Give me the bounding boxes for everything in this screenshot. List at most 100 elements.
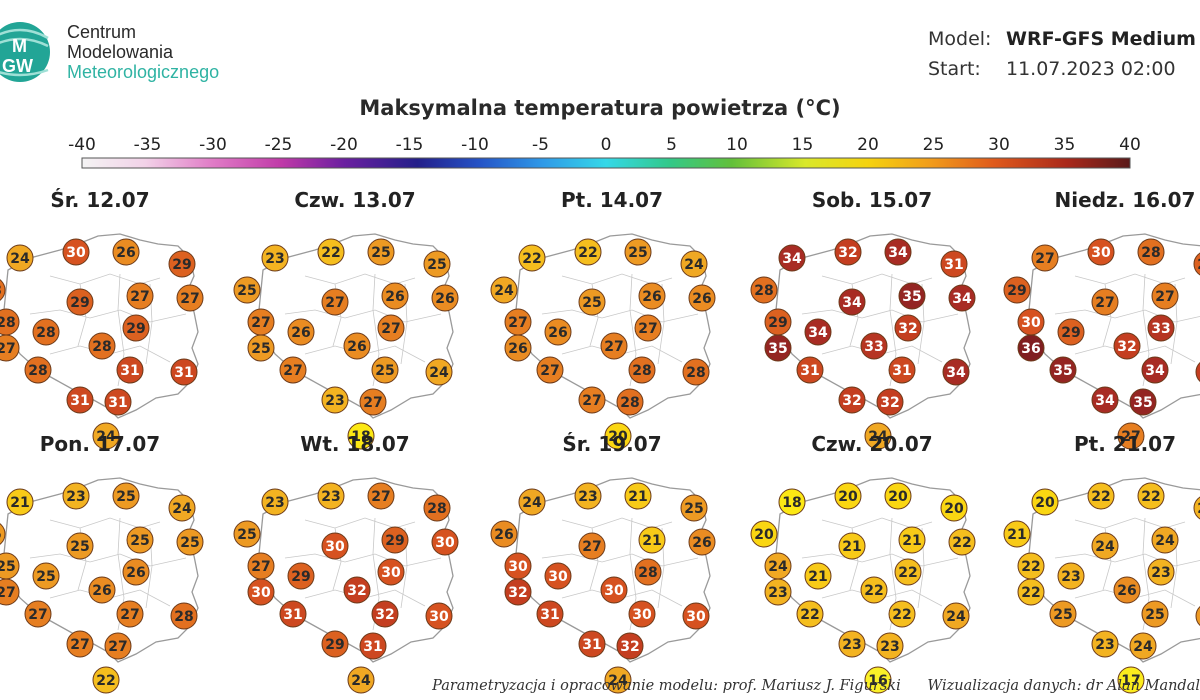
temperature-bubble: 23 bbox=[876, 632, 904, 660]
temperature-value: 16 bbox=[868, 673, 887, 689]
colorbar-tick-label: -5 bbox=[532, 135, 549, 155]
temperature-value: 22 bbox=[522, 251, 541, 267]
temperature-value: 27 bbox=[508, 315, 527, 331]
temperature-marker bbox=[1017, 334, 1045, 362]
temperature-bubble: 25 bbox=[0, 552, 20, 580]
temperature-value: 27 bbox=[325, 295, 344, 311]
temperature-value: 23 bbox=[768, 585, 787, 601]
temperature-marker bbox=[1091, 288, 1119, 316]
temperature-marker bbox=[504, 578, 532, 606]
temperature-marker bbox=[942, 358, 970, 386]
region-border bbox=[541, 553, 699, 567]
temperature-bubble: 31 bbox=[940, 250, 968, 278]
temperature-marker bbox=[834, 482, 862, 510]
colorbar-tick-label: -15 bbox=[396, 135, 424, 155]
temperature-value: 34 bbox=[888, 245, 908, 261]
temperature-value: 31 bbox=[363, 639, 382, 655]
temperature-value: 35 bbox=[1053, 363, 1072, 379]
temperature-value: 27 bbox=[251, 315, 270, 331]
temperature-value: 27 bbox=[1095, 295, 1114, 311]
temperature-value: 35 bbox=[902, 289, 921, 305]
temperature-value: 23 bbox=[325, 393, 344, 409]
temperature-bubble: 30 bbox=[431, 528, 459, 556]
temperature-marker bbox=[898, 526, 926, 554]
temperature-bubble: 24 bbox=[92, 422, 120, 450]
temperature-value: 21 bbox=[642, 533, 661, 549]
region-border bbox=[29, 553, 187, 567]
footer-credit-model: Parametryzacja i opracowanie modelu: pro… bbox=[432, 678, 901, 694]
temperature-value: 18 bbox=[782, 495, 801, 511]
temperature-bubble: 30 bbox=[628, 600, 656, 628]
temperature-marker bbox=[168, 250, 196, 278]
temperature-value: 28 bbox=[1141, 245, 1160, 261]
temperature-bubble: 24 bbox=[347, 666, 375, 694]
temperature-value: 34 bbox=[782, 251, 802, 267]
temperature-value: 26 bbox=[548, 325, 567, 341]
temperature-marker bbox=[0, 279, 6, 301]
temperature-marker bbox=[518, 488, 546, 516]
temperature-bubble: 29 bbox=[287, 562, 315, 590]
temperature-marker bbox=[343, 576, 371, 604]
model-label: Model: bbox=[928, 28, 992, 50]
temperature-value: 26 bbox=[508, 341, 527, 357]
temperature-bubble: 22 bbox=[894, 558, 922, 586]
colorbar-tick-label: -40 bbox=[68, 135, 96, 155]
map-panel: Czw. 13.07 23 22 25 25 25 26 26 27 27 26 27 26 25 25 24… bbox=[233, 188, 485, 450]
temperature-bubble: 23 bbox=[317, 482, 345, 510]
temperature-bubble: 25 bbox=[423, 250, 451, 278]
region-border bbox=[1074, 517, 1186, 529]
temperature-bubble: 27 bbox=[247, 552, 275, 580]
temperature-bubble: 23 bbox=[1057, 562, 1085, 590]
temperature-value: 24 bbox=[96, 429, 116, 445]
region-border bbox=[49, 273, 161, 285]
temperature-value: 26 bbox=[435, 291, 454, 307]
temperature-marker bbox=[948, 284, 976, 312]
temperature-marker bbox=[940, 250, 968, 278]
temperature-value: 22 bbox=[1091, 489, 1110, 505]
temperature-bubble: 27 bbox=[116, 600, 144, 628]
poland-map: 22 22 25 24 24 26 26 25 27 26 27 27 26 28 28 27 27 28 20 bbox=[490, 233, 716, 450]
temperature-value: 29 bbox=[172, 257, 191, 273]
temperature-marker bbox=[359, 388, 387, 416]
temperature-bubble: 21 bbox=[898, 526, 926, 554]
temperature-marker bbox=[518, 244, 546, 272]
region-border bbox=[49, 517, 161, 529]
temperature-marker bbox=[764, 334, 792, 362]
region-border bbox=[561, 517, 673, 529]
temperature-value: 30 bbox=[686, 609, 706, 625]
temperature-bubble: 22 bbox=[1137, 482, 1165, 510]
temperature-bubble: 22 bbox=[860, 576, 888, 604]
temperature-marker bbox=[92, 666, 120, 694]
temperature-value: 22 bbox=[96, 673, 115, 689]
temperature-bubble: 27 bbox=[578, 386, 606, 414]
temperature-marker bbox=[1049, 356, 1077, 384]
colorbar-tick-label: -25 bbox=[265, 135, 293, 155]
temperature-value: 31 bbox=[174, 365, 193, 381]
temperature-value: 24 bbox=[351, 673, 371, 689]
temperature-marker bbox=[1141, 600, 1169, 628]
temperature-marker bbox=[116, 356, 144, 384]
temperature-bubble: 27 bbox=[24, 600, 52, 628]
temperature-bubble: 24 bbox=[1091, 532, 1119, 560]
temperature-bubble: 26 bbox=[638, 282, 666, 310]
temperature-marker bbox=[367, 482, 395, 510]
poland-map: 23 23 27 28 25 29 30 30 27 29 30 32 30 32 30 31 29 31 24 bbox=[233, 477, 459, 694]
temperature-value: 26 bbox=[385, 289, 404, 305]
temperature-bubble: 23 bbox=[764, 578, 792, 606]
temperature-value: 27 bbox=[582, 393, 601, 409]
temperature-bubble: 24 bbox=[425, 358, 453, 386]
temperature-bubble: 31 bbox=[279, 600, 307, 628]
temperature-bubble: 20 bbox=[604, 422, 632, 450]
temperature-marker bbox=[860, 332, 888, 360]
temperature-bubble: 25 bbox=[0, 523, 6, 545]
temperature-bubble: 25 bbox=[233, 276, 261, 304]
temperature-bubble: 25 bbox=[578, 288, 606, 316]
poland-map: 34 32 34 31 28 35 34 34 29 34 32 33 35 31 34 31 32 32 24 bbox=[750, 233, 976, 450]
temperature-value: 21 bbox=[842, 539, 861, 555]
temperature-marker bbox=[62, 238, 90, 266]
temperature-value: 29 bbox=[1197, 257, 1200, 273]
temperature-value: 21 bbox=[1007, 527, 1026, 543]
map-panel: Śr. 19.07 24 23 21 25 26 21 26 27 30 30 28 30 32 30 30 3… bbox=[490, 432, 742, 694]
temperature-bubble: 23 bbox=[321, 386, 349, 414]
temperature-value: 23 bbox=[265, 251, 284, 267]
